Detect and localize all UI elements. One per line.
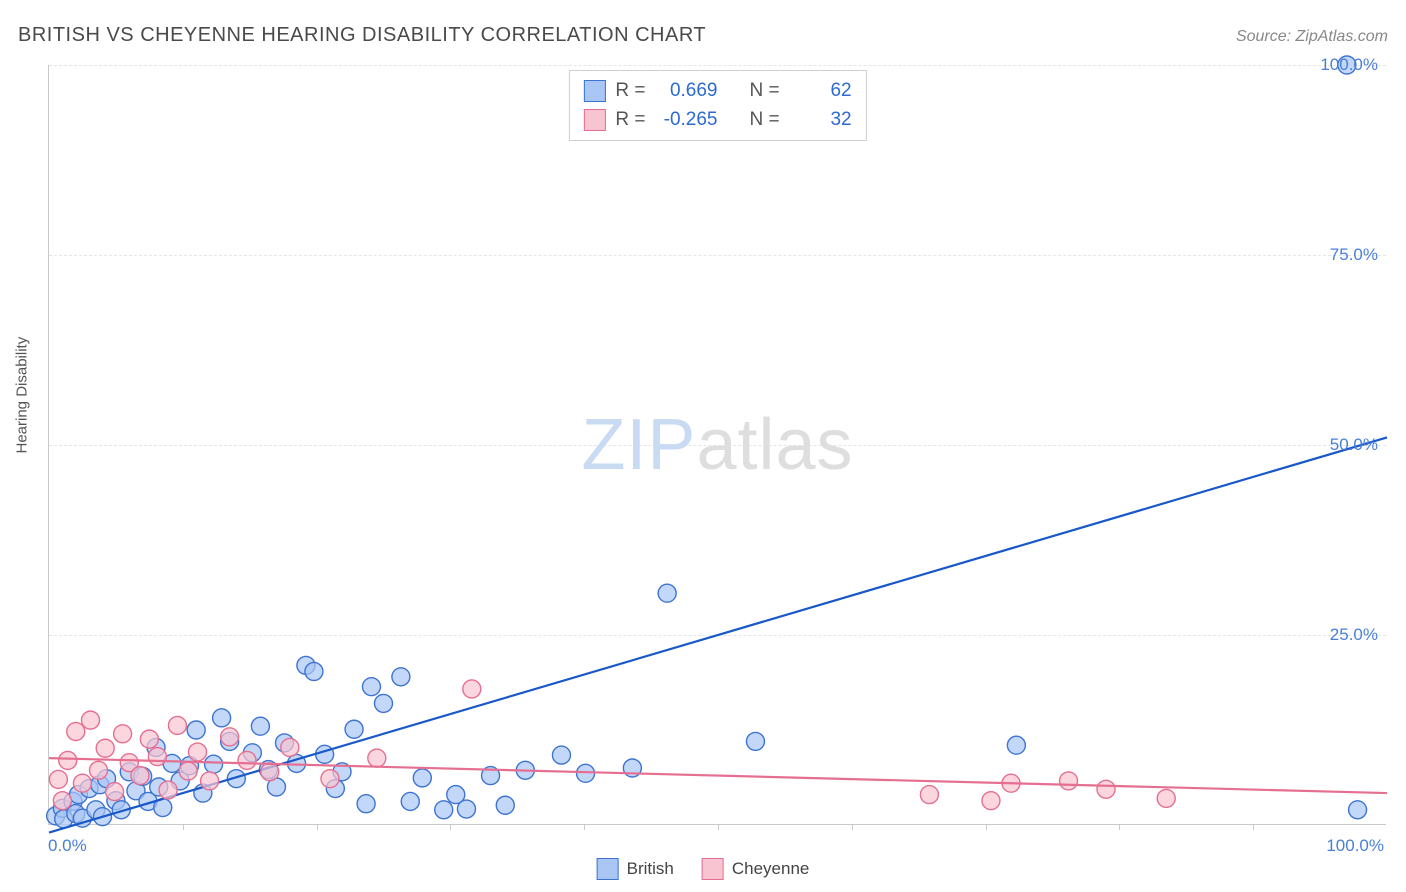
data-point-british (205, 755, 223, 773)
legend-label-british: British (627, 859, 674, 879)
x-tick (852, 824, 853, 830)
data-point-cheyenne (106, 783, 124, 801)
data-point-british (316, 745, 334, 763)
stats-row-cheyenne: R = -0.265 N = 32 (583, 106, 851, 135)
y-axis-title: Hearing Disability (14, 337, 31, 454)
x-tick (986, 824, 987, 830)
y-tick-label: 100.0% (1320, 55, 1378, 75)
x-tick (317, 824, 318, 830)
data-point-british (375, 694, 393, 712)
x-tick (584, 824, 585, 830)
n-value-british: 62 (790, 77, 852, 106)
data-point-cheyenne (982, 792, 1000, 810)
data-point-cheyenne (321, 770, 339, 788)
data-point-cheyenne (73, 774, 91, 792)
swatch-british (597, 858, 619, 880)
data-point-british (1349, 801, 1367, 819)
y-tick-label: 75.0% (1330, 245, 1378, 265)
data-point-cheyenne (148, 748, 166, 766)
data-point-british (746, 732, 764, 750)
chart-header: BRITISH VS CHEYENNE HEARING DISABILITY C… (18, 24, 1388, 47)
trend-line-british (49, 437, 1387, 832)
plot-area: ZIPatlas R = 0.669 N = 62 R = -0.265 N =… (48, 65, 1386, 825)
data-point-cheyenne (59, 751, 77, 769)
data-point-british (251, 717, 269, 735)
r-label: R = (615, 77, 645, 106)
data-point-cheyenne (53, 792, 71, 810)
swatch-british (583, 80, 605, 102)
y-tick-label: 50.0% (1330, 435, 1378, 455)
correlation-stats-box: R = 0.669 N = 62 R = -0.265 N = 32 (568, 70, 866, 141)
data-point-british (392, 668, 410, 686)
stats-row-british: R = 0.669 N = 62 (583, 77, 851, 106)
r-value-british: 0.669 (656, 77, 718, 106)
data-point-british (345, 720, 363, 738)
x-tick (183, 824, 184, 830)
data-point-cheyenne (96, 739, 114, 757)
data-point-british (305, 662, 323, 680)
n-label: N = (750, 106, 780, 135)
n-value-cheyenne: 32 (790, 106, 852, 135)
data-point-british (213, 709, 231, 727)
data-point-british (457, 800, 475, 818)
x-tick (718, 824, 719, 830)
source-attribution: Source: ZipAtlas.com (1236, 28, 1388, 46)
data-point-cheyenne (114, 725, 132, 743)
data-point-british (401, 792, 419, 810)
legend-item-cheyenne: Cheyenne (702, 858, 810, 880)
data-point-cheyenne (281, 738, 299, 756)
data-point-cheyenne (81, 711, 99, 729)
data-point-cheyenne (261, 763, 279, 781)
x-tick (1253, 824, 1254, 830)
swatch-cheyenne (583, 109, 605, 131)
chart-title: BRITISH VS CHEYENNE HEARING DISABILITY C… (18, 24, 706, 47)
data-point-british (658, 584, 676, 602)
n-label: N = (750, 77, 780, 106)
data-point-cheyenne (1060, 772, 1078, 790)
data-point-cheyenne (920, 786, 938, 804)
x-axis-min-label: 0.0% (48, 836, 87, 856)
data-point-cheyenne (168, 716, 186, 734)
data-point-british (435, 801, 453, 819)
data-point-cheyenne (368, 749, 386, 767)
swatch-cheyenne (702, 858, 724, 880)
data-point-cheyenne (140, 730, 158, 748)
data-point-british (496, 796, 514, 814)
data-point-cheyenne (49, 770, 67, 788)
data-point-british (1007, 736, 1025, 754)
trend-line-cheyenne (49, 758, 1387, 793)
legend-label-cheyenne: Cheyenne (732, 859, 810, 879)
data-point-cheyenne (1157, 789, 1175, 807)
series-legend: British Cheyenne (597, 858, 810, 880)
data-point-cheyenne (238, 751, 256, 769)
data-point-cheyenne (463, 680, 481, 698)
data-point-cheyenne (179, 762, 197, 780)
x-tick (1119, 824, 1120, 830)
data-point-cheyenne (221, 728, 239, 746)
r-value-cheyenne: -0.265 (656, 106, 718, 135)
x-axis-max-label: 100.0% (1326, 836, 1384, 856)
data-point-cheyenne (67, 723, 85, 741)
data-point-british (362, 678, 380, 696)
data-point-cheyenne (189, 743, 207, 761)
legend-item-british: British (597, 858, 674, 880)
scatter-svg (49, 65, 1386, 824)
data-point-british (413, 769, 431, 787)
r-label: R = (615, 106, 645, 135)
data-point-cheyenne (159, 781, 177, 799)
data-point-cheyenne (90, 761, 108, 779)
data-point-british (552, 746, 570, 764)
x-tick (450, 824, 451, 830)
data-point-british (187, 721, 205, 739)
data-point-cheyenne (201, 772, 219, 790)
data-point-cheyenne (131, 767, 149, 785)
data-point-british (357, 795, 375, 813)
y-tick-label: 25.0% (1330, 625, 1378, 645)
data-point-cheyenne (1097, 780, 1115, 798)
